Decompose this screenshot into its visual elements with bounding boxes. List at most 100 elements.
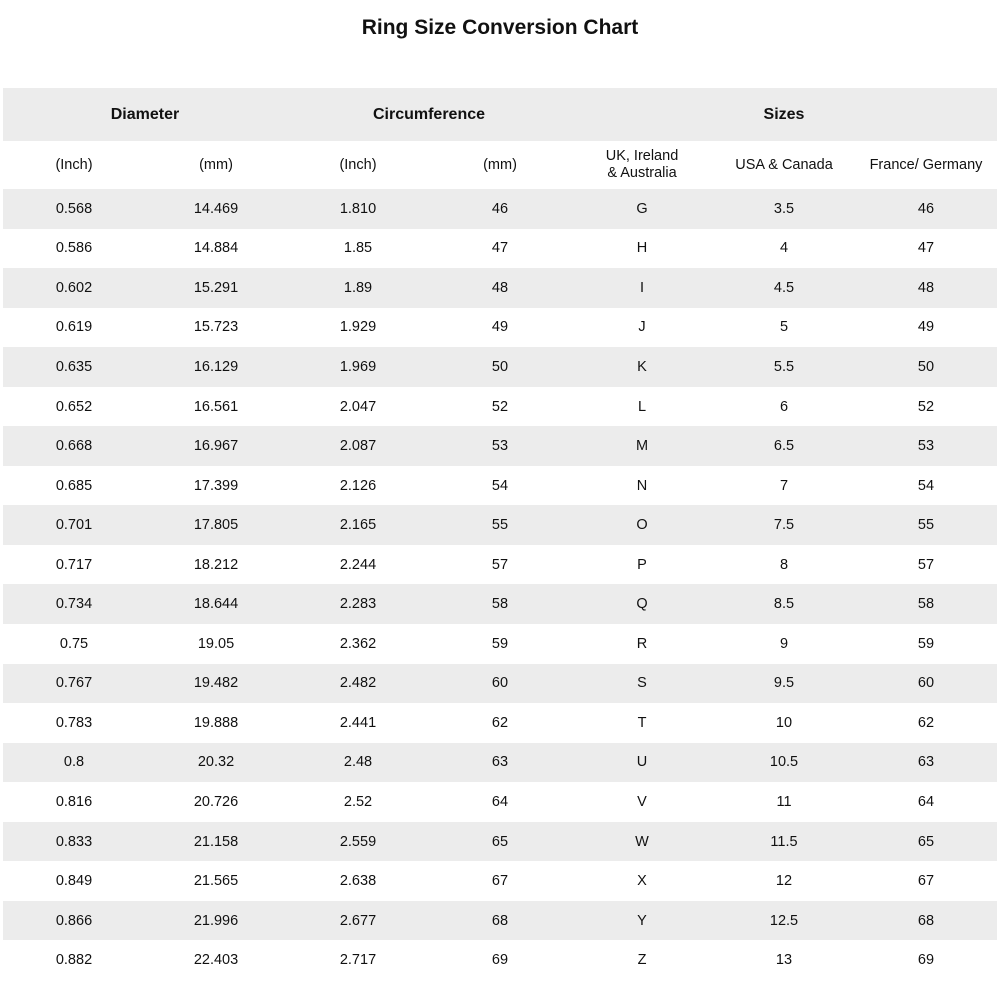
cell-size-usa: 7.5 — [773, 517, 795, 534]
cell-diameter-inch: 0.75 — [59, 635, 89, 652]
cell-size-france: 48 — [917, 279, 935, 296]
cell-diameter-inch: 0.568 — [55, 200, 93, 217]
cell-size-uk: S — [637, 675, 647, 692]
cell-circumference-inch: 2.244 — [339, 556, 377, 573]
cell-diameter-mm: 15.723 — [193, 319, 239, 336]
cell-size-usa: 8.5 — [773, 596, 795, 613]
cell-size-france: 69 — [917, 952, 935, 969]
cell-diameter-mm: 14.469 — [193, 200, 239, 217]
cell-diameter-inch: 0.685 — [55, 477, 93, 494]
table-row: 0.568 14.469 1.810 46 G 3.5 46 — [3, 189, 997, 229]
table-row: 0.849 21.565 2.638 67 X 12 67 — [3, 861, 997, 901]
cell-size-france: 47 — [917, 240, 935, 257]
table-row: 0.816 20.726 2.52 64 V 11 64 — [3, 782, 997, 822]
cell-diameter-mm: 15.291 — [193, 279, 239, 296]
cell-circumference-mm: 65 — [491, 833, 509, 850]
cell-diameter-inch: 0.602 — [55, 279, 93, 296]
cell-size-usa: 6.5 — [773, 438, 795, 455]
cell-circumference-inch: 2.482 — [339, 675, 377, 692]
cell-size-usa: 5 — [779, 319, 789, 336]
cell-diameter-mm: 16.129 — [193, 358, 239, 375]
cell-diameter-inch: 0.849 — [55, 873, 93, 890]
cell-size-france: 65 — [917, 833, 935, 850]
cell-size-usa: 5.5 — [773, 358, 795, 375]
cell-diameter-inch: 0.866 — [55, 912, 93, 929]
cell-size-usa: 11 — [776, 793, 792, 810]
table-row: 0.685 17.399 2.126 54 N 7 54 — [3, 466, 997, 506]
cell-size-uk: Y — [637, 912, 647, 929]
cell-circumference-inch: 2.638 — [339, 873, 377, 890]
cell-circumference-inch: 2.283 — [339, 596, 377, 613]
cell-size-france: 57 — [917, 556, 935, 573]
ring-size-table: Diameter Circumference Sizes (Inch) (mm)… — [3, 88, 997, 980]
cell-diameter-mm: 19.05 — [197, 635, 235, 652]
cell-size-uk: I — [639, 279, 645, 296]
cell-diameter-mm: 21.158 — [193, 833, 239, 850]
cell-circumference-mm: 50 — [491, 358, 509, 375]
cell-size-uk: Z — [637, 952, 647, 969]
cell-size-uk: T — [637, 714, 647, 731]
cell-diameter-inch: 0.833 — [55, 833, 93, 850]
cell-diameter-mm: 22.403 — [193, 952, 239, 969]
table-row: 0.619 15.723 1.929 49 J 5 49 — [3, 308, 997, 348]
cell-diameter-inch: 0.635 — [55, 358, 93, 375]
cell-size-usa: 3.5 — [773, 200, 795, 217]
header-diameter: Diameter — [3, 88, 287, 141]
cell-circumference-mm: 53 — [491, 438, 509, 455]
cell-diameter-mm: 18.644 — [193, 596, 239, 613]
cell-diameter-inch: 0.734 — [55, 596, 93, 613]
cell-size-france: 58 — [917, 596, 935, 613]
cell-circumference-inch: 2.717 — [339, 952, 377, 969]
cell-size-uk: R — [636, 635, 648, 652]
cell-diameter-mm: 21.565 — [193, 873, 239, 890]
cell-size-uk: Q — [636, 596, 648, 613]
cell-size-usa: 12 — [775, 873, 793, 890]
table-row: 0.586 14.884 1.85 47 H 4 47 — [3, 229, 997, 269]
cell-size-usa: 8 — [779, 556, 789, 573]
cell-size-france: 54 — [917, 477, 935, 494]
table-row: 0.866 21.996 2.677 68 Y 12.5 68 — [3, 900, 997, 941]
cell-size-usa: 7 — [779, 477, 789, 494]
cell-diameter-mm: 17.805 — [193, 517, 239, 534]
cell-size-uk: K — [637, 358, 647, 375]
subheader-usa: USA & Canada — [713, 141, 855, 189]
cell-size-usa: 13 — [775, 952, 793, 969]
subheader-diameter-inch: (Inch) — [3, 141, 145, 189]
table-row: 0.602 15.291 1.89 48 I 4.5 48 — [3, 268, 997, 308]
cell-circumference-mm: 57 — [491, 556, 509, 573]
cell-diameter-inch: 0.767 — [55, 675, 93, 692]
cell-size-usa: 6 — [779, 398, 789, 415]
cell-size-france: 59 — [917, 635, 935, 652]
cell-circumference-mm: 67 — [491, 873, 509, 890]
cell-size-uk: H — [636, 240, 648, 257]
cell-diameter-mm: 14.884 — [193, 240, 239, 257]
cell-size-uk: X — [637, 873, 647, 890]
subheader-circumference-mm: (mm) — [429, 141, 571, 189]
table-row: 0.882 22.403 2.717 69 Z 13 69 — [3, 940, 997, 980]
table-row: 0.8 20.32 2.48 63 U 10.5 63 — [3, 742, 997, 783]
cell-size-uk: M — [635, 438, 649, 455]
cell-size-usa: 12.5 — [769, 912, 799, 929]
cell-circumference-mm: 58 — [491, 596, 509, 613]
cell-circumference-mm: 49 — [491, 319, 509, 336]
table-row: 0.734 18.644 2.283 58 Q 8.5 58 — [3, 584, 997, 625]
cell-diameter-inch: 0.652 — [55, 398, 93, 415]
subheader-circumference-inch: (Inch) — [287, 141, 429, 189]
cell-circumference-inch: 2.441 — [339, 714, 377, 731]
cell-size-uk: N — [636, 477, 648, 494]
cell-circumference-mm: 59 — [491, 635, 509, 652]
cell-size-uk: V — [637, 793, 647, 810]
cell-size-uk: W — [635, 833, 649, 850]
cell-diameter-mm: 19.888 — [193, 714, 239, 731]
cell-size-france: 64 — [917, 793, 935, 810]
cell-size-france: 62 — [917, 714, 935, 731]
cell-size-france: 68 — [917, 912, 935, 929]
cell-circumference-inch: 2.48 — [343, 754, 373, 771]
cell-diameter-mm: 21.996 — [193, 912, 239, 929]
cell-size-usa: 10.5 — [769, 754, 799, 771]
header-circumference: Circumference — [287, 88, 571, 141]
table-row: 0.767 19.482 2.482 60 S 9.5 60 — [3, 663, 997, 704]
cell-circumference-inch: 2.52 — [343, 793, 373, 810]
cell-size-uk: O — [636, 517, 648, 534]
cell-diameter-inch: 0.619 — [55, 319, 93, 336]
